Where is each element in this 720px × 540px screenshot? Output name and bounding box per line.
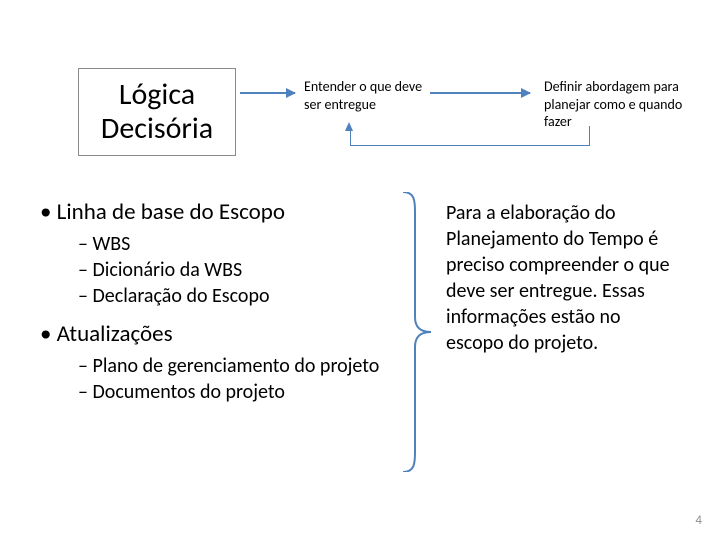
step1-text: Entender o que deve ser entregue <box>304 78 424 113</box>
arrow-1 <box>240 92 295 94</box>
bullet-l2: Documentos do projeto <box>78 380 380 404</box>
bullet-l1: Linha de base do Escopo <box>40 198 380 226</box>
arrow-2 <box>430 92 530 94</box>
feedback-line <box>350 126 590 146</box>
left-column: Linha de base do Escopo WBS Dicionário d… <box>40 198 380 406</box>
bullet-l2: WBS <box>78 232 380 256</box>
title-box: Lógica Decisória <box>78 68 236 156</box>
bullet-l2: Declaração do Escopo <box>78 284 380 308</box>
page-number: 4 <box>695 513 702 528</box>
bullet-l1: Atualizações <box>40 320 380 348</box>
bullet-l2: Plano de gerenciamento do projeto <box>78 354 380 378</box>
right-paragraph: Para a elaboração do Planejamento do Tem… <box>446 200 676 356</box>
curly-brace <box>395 192 435 472</box>
feedback-arrowhead <box>345 122 353 131</box>
bullet-l2: Dicionário da WBS <box>78 258 380 282</box>
step2-text: Definir abordagem para planejar como e q… <box>544 78 704 131</box>
title-text: Lógica Decisória <box>79 78 235 147</box>
